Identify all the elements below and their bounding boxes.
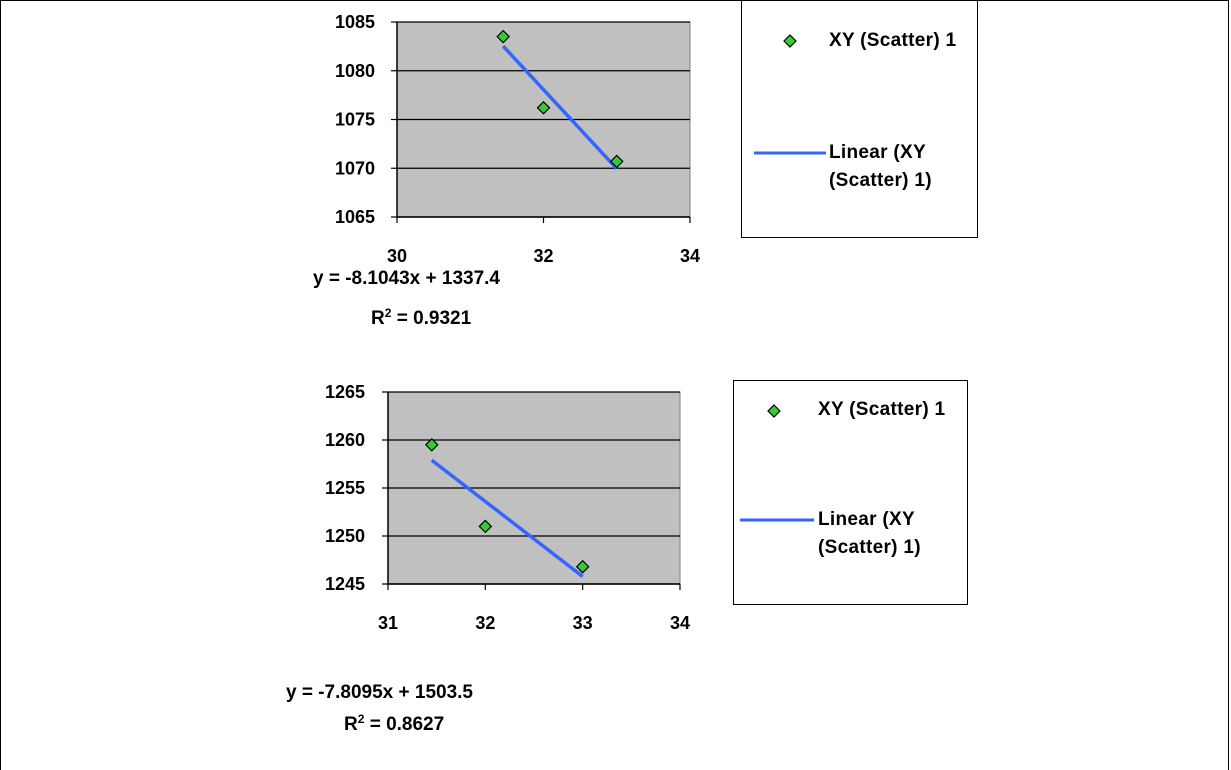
data-point bbox=[536, 100, 551, 115]
trendline-equation-chart-1: y = -8.1043x + 1337.4 bbox=[313, 268, 500, 289]
r-squared-exponent: 2 bbox=[384, 306, 392, 320]
x-tick-label: 30 bbox=[387, 246, 407, 266]
r-squared-symbol: R bbox=[344, 714, 358, 735]
data-point bbox=[609, 154, 624, 169]
r-squared-symbol: R bbox=[371, 308, 385, 329]
x-tick-label: 34 bbox=[670, 613, 690, 633]
data-point bbox=[575, 559, 590, 574]
data-point bbox=[478, 519, 493, 534]
y-tick-label: 1265 bbox=[325, 382, 365, 402]
legend-marker-icon bbox=[767, 404, 781, 418]
r-squared-chart-1: R2 = 0.9321 bbox=[371, 306, 471, 330]
y-tick-label: 1245 bbox=[325, 574, 365, 594]
r-squared-exponent: 2 bbox=[357, 712, 365, 726]
y-tick-label: 1070 bbox=[335, 158, 375, 178]
x-tick-label: 33 bbox=[573, 613, 593, 633]
r-squared-value: = 0.9321 bbox=[391, 308, 472, 329]
legend-line-label: Linear (XY (Scatter) 1) bbox=[818, 509, 921, 558]
trendline bbox=[501, 44, 619, 170]
legend-marker-icon bbox=[783, 34, 797, 48]
x-tick-label: 31 bbox=[378, 613, 398, 633]
legend-chart-2: XY (Scatter) 1 Linear (XY (Scatter) 1) bbox=[733, 380, 968, 605]
legend-chart-1: XY (Scatter) 1 Linear (XY (Scatter) 1) bbox=[741, 0, 978, 238]
trendline-equation-chart-2: y = -7.8095x + 1503.5 bbox=[286, 682, 473, 703]
y-tick-label: 1250 bbox=[325, 526, 365, 546]
legend-marker-label: XY (Scatter) 1 bbox=[829, 30, 957, 51]
y-tick-label: 1085 bbox=[335, 12, 375, 32]
r-squared-value: = 0.8627 bbox=[364, 714, 445, 735]
x-tick-label: 32 bbox=[475, 613, 495, 633]
data-point bbox=[496, 29, 511, 44]
trendline bbox=[430, 458, 584, 578]
y-tick-label: 1260 bbox=[325, 430, 365, 450]
y-tick-label: 1075 bbox=[335, 110, 375, 130]
y-tick-label: 1080 bbox=[335, 61, 375, 81]
y-tick-label: 1255 bbox=[325, 478, 365, 498]
data-point bbox=[424, 437, 439, 452]
x-tick-label: 34 bbox=[680, 246, 700, 266]
x-tick-label: 32 bbox=[533, 246, 553, 266]
legend-marker-label: XY (Scatter) 1 bbox=[818, 399, 946, 420]
legend-line-label: Linear (XY (Scatter) 1) bbox=[829, 142, 932, 191]
y-tick-label: 1065 bbox=[335, 207, 375, 227]
r-squared-chart-2: R2 = 0.8627 bbox=[344, 712, 444, 736]
